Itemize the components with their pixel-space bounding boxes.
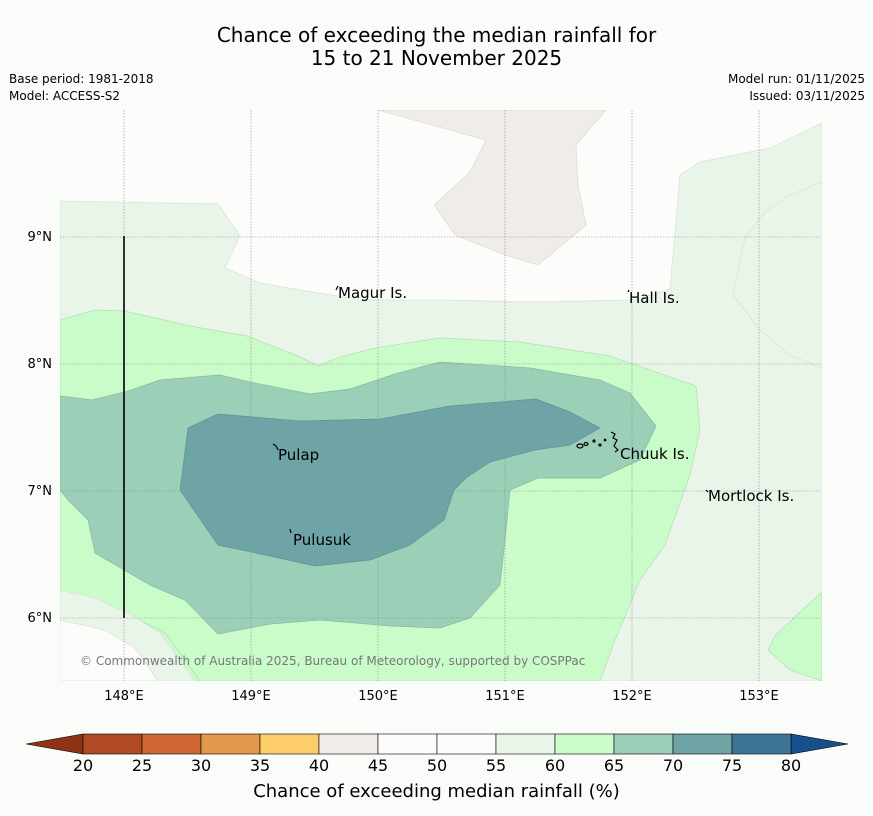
- contour-fill-layer: [60, 110, 822, 681]
- colorbar-swatch: [731, 733, 792, 755]
- colorbar-tick-label: 55: [486, 756, 506, 775]
- colorbar-over-arrow: [790, 733, 849, 755]
- colorbar-swatch: [436, 733, 497, 755]
- lon-tick-150: 150°E: [358, 689, 398, 704]
- place-label-chuuk: Chuuk Is.: [620, 445, 689, 463]
- colorbar-tick-label: 75: [722, 756, 742, 775]
- colorbar-tick-label: 25: [132, 756, 152, 775]
- chuuk-lagoon-islands: [576, 431, 619, 453]
- place-label-mortlock: Mortlock Is.: [708, 487, 794, 505]
- colorbar-tick-label: 30: [191, 756, 211, 775]
- copyright-text: © Commonwealth of Australia 2025, Bureau…: [80, 654, 585, 668]
- colorbar-swatch: [672, 733, 733, 755]
- lat-tick-7n: 7°N: [28, 484, 53, 499]
- issued-text: Issued: 03/11/2025: [749, 89, 865, 103]
- place-label-pulap: Pulap: [278, 446, 319, 464]
- lon-tick-148: 148°E: [104, 689, 144, 704]
- place-label-magur: Magur Is.: [338, 284, 407, 302]
- colorbar-swatch: [82, 733, 143, 755]
- lon-tick-151: 151°E: [485, 689, 525, 704]
- model-run-text: Model run: 01/11/2025: [727, 72, 865, 86]
- colorbar-under-arrow: [25, 733, 84, 755]
- colorbar-swatch: [377, 733, 438, 755]
- chart-title-line-2: 15 to 21 November 2025: [310, 46, 563, 70]
- contour-55-60-right: [732, 181, 822, 369]
- contour-70-75: [179, 398, 601, 567]
- colorbar-tick-label: 40: [309, 756, 329, 775]
- lon-tick-149: 149°E: [231, 689, 271, 704]
- magur-island-shape: [335, 285, 339, 291]
- contour-50-55-bottom-left: [60, 619, 159, 681]
- hall-island-shape: [627, 289, 630, 293]
- place-label-pulusuk: Pulusuk: [293, 531, 351, 549]
- model-text: Model: ACCESS-S2: [9, 89, 121, 103]
- colorbar-swatch: [141, 733, 202, 755]
- lat-tick-8n: 8°N: [28, 357, 53, 372]
- colorbar-swatch: [318, 733, 379, 755]
- lat-tick-6n: 6°N: [28, 611, 53, 626]
- lon-tick-152: 152°E: [612, 689, 652, 704]
- colorbar-tick-label: 80: [781, 756, 801, 775]
- lat-tick-9n: 9°N: [28, 230, 53, 245]
- info-left: Base period: 1981-2018 Model: ACCESS-S2: [9, 71, 154, 105]
- colorbar-title: Chance of exceeding median rainfall (%): [253, 781, 620, 802]
- mortlock-island-shape: [705, 489, 709, 493]
- lon-tick-153: 153°E: [739, 689, 779, 704]
- colorbar-tick-label: 60: [545, 756, 565, 775]
- colorbar-tick-label: 35: [250, 756, 270, 775]
- pulusuk-island-shape: [289, 528, 292, 534]
- place-label-hall: Hall Is.: [629, 289, 680, 307]
- colorbar-swatch: [554, 733, 615, 755]
- colorbar: 20 25 30 35 40 45 50 55 60 65 70 75 80: [25, 733, 849, 775]
- colorbar-tick-label: 45: [368, 756, 388, 775]
- contour-40-45: [377, 110, 607, 266]
- colorbar-swatch: [200, 733, 261, 755]
- colorbar-swatch: [613, 733, 674, 755]
- info-right: Model run: 01/11/2025 Issued: 03/11/2025: [728, 71, 865, 105]
- contour-60-65-right: [767, 591, 822, 681]
- colorbar-swatch: [259, 733, 320, 755]
- colorbar-tick-label: 65: [604, 756, 624, 775]
- island-outlines: [272, 285, 709, 534]
- colorbar-tick-label: 20: [73, 756, 93, 775]
- colorbar-tick-label: 70: [663, 756, 683, 775]
- base-period-text: Base period: 1981-2018: [9, 72, 154, 86]
- chart-title-line-1: Chance of exceeding the median rainfall …: [216, 23, 657, 47]
- colorbar-swatch: [495, 733, 556, 755]
- colorbar-tick-label: 50: [427, 756, 447, 775]
- pulap-island-shape: [272, 443, 279, 451]
